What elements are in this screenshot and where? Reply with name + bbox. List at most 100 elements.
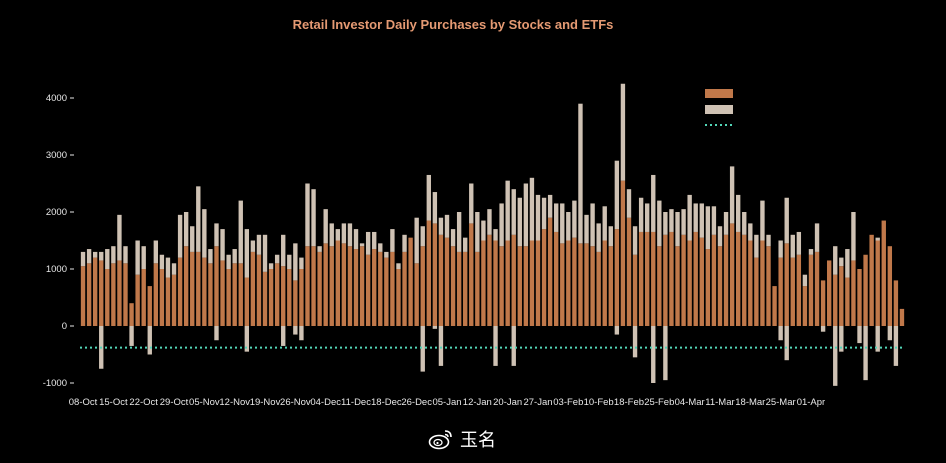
bar-single-stocks-negative (663, 326, 668, 381)
bar-single-stocks-negative (651, 326, 656, 383)
bar-single-stocks (420, 226, 425, 247)
bar-etf (99, 260, 104, 326)
bar-single-stocks (177, 214, 183, 258)
bar-etf (390, 251, 395, 326)
bar-etf (335, 240, 340, 326)
bar-single-stocks (554, 203, 559, 232)
bar-single-stocks (614, 160, 620, 230)
bar-single-stocks (699, 203, 704, 238)
bar-etf (171, 274, 177, 326)
bar-etf (105, 269, 110, 326)
bar-single-stocks (481, 220, 486, 241)
bar-etf (566, 240, 571, 326)
bar-etf (590, 246, 595, 326)
bar-etf (147, 286, 152, 326)
bar-single-stocks (632, 226, 638, 255)
bar-etf (723, 234, 729, 326)
bar-single-stocks (238, 200, 243, 264)
bar-single-stocks (250, 240, 256, 252)
weibo-logo-icon (428, 430, 452, 450)
bar-etf (153, 263, 159, 326)
bar-single-stocks (287, 254, 292, 269)
bar-etf (481, 240, 486, 326)
y-axis: -1000 0 1000 2000 3000 4000 (43, 93, 74, 389)
bar-etf (772, 286, 777, 326)
bar-etf (183, 246, 189, 326)
bar-single-stocks-negative (839, 326, 844, 352)
bar-single-stocks (359, 243, 365, 247)
bar-etf (754, 257, 759, 326)
bar-single-stocks (687, 194, 692, 241)
bar-etf (748, 240, 753, 326)
bar-single-stocks (717, 226, 723, 247)
bar-single-stocks-negative (893, 326, 899, 366)
bar-single-stocks (196, 186, 201, 252)
bar-etf (226, 269, 231, 326)
legend-label-etf: ETF (739, 89, 758, 100)
bar-single-stocks-negative (887, 326, 893, 341)
bar-single-stocks (517, 197, 522, 247)
bar-single-stocks (323, 209, 328, 244)
watermark: 玉名 (428, 426, 496, 452)
bar-etf (711, 234, 717, 326)
bar-etf (796, 254, 802, 326)
bar-etf (584, 243, 589, 326)
bar-etf (681, 234, 686, 326)
bar-etf (523, 246, 529, 326)
bar-etf (614, 229, 620, 326)
source-note: Source: J.P. Morgan Equity Strategy & Qu… (42, 426, 314, 437)
x-tick-label: 25-Mar (766, 397, 796, 408)
bar-etf (699, 237, 704, 326)
x-tick-label: 08-Oct (69, 397, 98, 408)
bar-etf (863, 254, 868, 326)
bar-etf (517, 246, 522, 326)
bar-etf (323, 243, 328, 326)
bar-single-stocks-negative (244, 326, 250, 352)
bar-etf (814, 251, 820, 326)
bar-single-stocks (414, 217, 419, 264)
bar-etf (165, 277, 171, 326)
bar-etf (887, 246, 893, 326)
bar-etf (802, 286, 808, 326)
bar-single-stocks (608, 226, 613, 247)
bar-etf (875, 240, 880, 326)
bar-etf (414, 263, 419, 326)
legend-swatch-etf (705, 89, 733, 98)
bar-etf (177, 257, 183, 326)
bar-single-stocks (778, 240, 783, 258)
bar-single-stocks (105, 249, 110, 269)
x-tick-label: 04-Dec (310, 397, 341, 408)
bar-etf (202, 257, 207, 326)
bar-etf (92, 257, 98, 326)
bar-single-stocks (202, 209, 207, 258)
bar-single-stocks (329, 223, 334, 247)
bar-single-stocks (293, 243, 298, 281)
bar-etf (602, 240, 607, 326)
bar-single-stocks (317, 246, 322, 252)
x-tick-label: 19-Nov (250, 397, 281, 408)
x-tick-label: 26-Dec (401, 397, 432, 408)
x-tick-label: 11-Dec (341, 397, 371, 408)
bar-etf (250, 251, 256, 326)
bar-single-stocks (450, 229, 456, 247)
x-tick-label: 04-Mar (675, 397, 705, 408)
bar-single-stocks-negative (614, 326, 620, 335)
bar-single-stocks (851, 212, 856, 261)
bar-single-stocks (620, 83, 626, 181)
bar-single-stocks (729, 166, 735, 224)
bar-single-stocks (711, 206, 717, 235)
bar-etf (214, 246, 219, 326)
bar-etf (208, 263, 213, 326)
y-tick-label: 1000 (46, 264, 67, 275)
bar-single-stocks (111, 246, 116, 264)
x-tick-label: 18-Feb (614, 397, 644, 408)
bar-etf (456, 251, 462, 326)
bar-single-stocks (560, 203, 565, 244)
bar-etf (450, 246, 456, 326)
bar-etf (826, 260, 832, 326)
bar-etf (359, 246, 365, 326)
bar-single-stocks (274, 254, 280, 264)
bar-single-stocks-negative (784, 326, 789, 361)
bar-etf (420, 246, 425, 326)
bar-etf (117, 260, 122, 326)
